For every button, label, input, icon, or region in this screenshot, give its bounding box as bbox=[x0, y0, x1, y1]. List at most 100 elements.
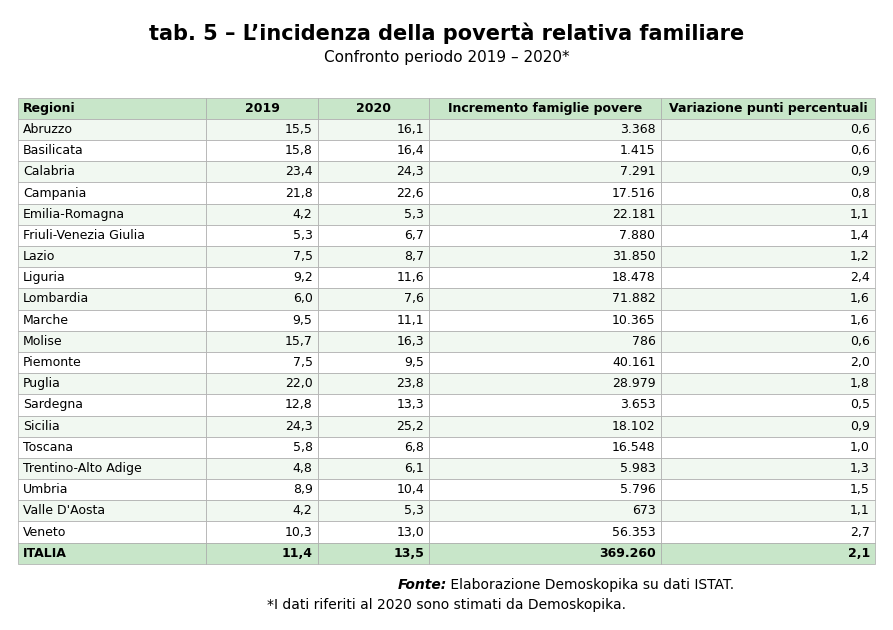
Text: 1,8: 1,8 bbox=[850, 377, 870, 390]
Text: 3.653: 3.653 bbox=[620, 398, 655, 411]
Text: 4,8: 4,8 bbox=[293, 462, 313, 475]
Text: 12,8: 12,8 bbox=[285, 398, 313, 411]
Text: Sicilia: Sicilia bbox=[23, 420, 60, 433]
Text: 1.415: 1.415 bbox=[620, 144, 655, 157]
Text: 0,6: 0,6 bbox=[850, 335, 870, 348]
Text: 2020: 2020 bbox=[356, 102, 391, 115]
Text: 13,5: 13,5 bbox=[393, 547, 424, 559]
Text: 16,1: 16,1 bbox=[396, 123, 424, 136]
Text: Valle D'Aosta: Valle D'Aosta bbox=[23, 505, 105, 517]
Text: Lazio: Lazio bbox=[23, 250, 55, 263]
Text: 10,4: 10,4 bbox=[396, 483, 424, 496]
Text: ITALIA: ITALIA bbox=[23, 547, 67, 559]
Text: Elaborazione Demoskopika su dati ISTAT.: Elaborazione Demoskopika su dati ISTAT. bbox=[446, 578, 735, 592]
Text: 2,1: 2,1 bbox=[847, 547, 870, 559]
Text: 1,1: 1,1 bbox=[850, 505, 870, 517]
Text: 1,6: 1,6 bbox=[850, 292, 870, 306]
Text: 0,8: 0,8 bbox=[850, 186, 870, 200]
Text: 7.291: 7.291 bbox=[620, 165, 655, 178]
Text: Piemonte: Piemonte bbox=[23, 356, 82, 369]
Text: 15,5: 15,5 bbox=[285, 123, 313, 136]
Text: 10.365: 10.365 bbox=[612, 314, 655, 326]
Text: 1,6: 1,6 bbox=[850, 314, 870, 326]
Text: 13,3: 13,3 bbox=[396, 398, 424, 411]
Text: 8,7: 8,7 bbox=[404, 250, 424, 263]
Text: 0,6: 0,6 bbox=[850, 144, 870, 157]
Text: 1,5: 1,5 bbox=[850, 483, 870, 496]
Text: 0,9: 0,9 bbox=[850, 165, 870, 178]
Text: Veneto: Veneto bbox=[23, 525, 67, 539]
Text: 786: 786 bbox=[631, 335, 655, 348]
Text: 2,7: 2,7 bbox=[850, 525, 870, 539]
Text: 6,1: 6,1 bbox=[405, 462, 424, 475]
Text: 0,5: 0,5 bbox=[850, 398, 870, 411]
Text: 5,8: 5,8 bbox=[293, 441, 313, 454]
Text: Liguria: Liguria bbox=[23, 272, 66, 284]
Text: 31.850: 31.850 bbox=[612, 250, 655, 263]
Text: 9,5: 9,5 bbox=[293, 314, 313, 326]
Text: 10,3: 10,3 bbox=[285, 525, 313, 539]
Text: 16,3: 16,3 bbox=[396, 335, 424, 348]
Text: 4,2: 4,2 bbox=[293, 208, 313, 220]
Text: 15,8: 15,8 bbox=[285, 144, 313, 157]
Text: 7,6: 7,6 bbox=[405, 292, 424, 306]
Text: 5.796: 5.796 bbox=[620, 483, 655, 496]
Text: 56.353: 56.353 bbox=[612, 525, 655, 539]
Text: 22,6: 22,6 bbox=[396, 186, 424, 200]
Text: 2019: 2019 bbox=[245, 102, 280, 115]
Text: Abruzzo: Abruzzo bbox=[23, 123, 73, 136]
Text: 2,4: 2,4 bbox=[850, 272, 870, 284]
Text: 673: 673 bbox=[631, 505, 655, 517]
Text: 11,6: 11,6 bbox=[396, 272, 424, 284]
Text: 1,4: 1,4 bbox=[850, 229, 870, 242]
Text: Confronto periodo 2019 – 2020*: Confronto periodo 2019 – 2020* bbox=[323, 50, 570, 66]
Text: 22.181: 22.181 bbox=[612, 208, 655, 220]
Text: 7,5: 7,5 bbox=[293, 356, 313, 369]
Text: 17.516: 17.516 bbox=[612, 186, 655, 200]
Text: Campania: Campania bbox=[23, 186, 87, 200]
Text: 5,3: 5,3 bbox=[405, 505, 424, 517]
Text: Friuli-Venezia Giulia: Friuli-Venezia Giulia bbox=[23, 229, 146, 242]
Text: 1,3: 1,3 bbox=[850, 462, 870, 475]
Text: 23,8: 23,8 bbox=[396, 377, 424, 390]
Text: 25,2: 25,2 bbox=[396, 420, 424, 433]
Text: Umbria: Umbria bbox=[23, 483, 69, 496]
Text: 22,0: 22,0 bbox=[285, 377, 313, 390]
Text: 13,0: 13,0 bbox=[396, 525, 424, 539]
Text: 4,2: 4,2 bbox=[293, 505, 313, 517]
Text: 1,2: 1,2 bbox=[850, 250, 870, 263]
Text: 11,1: 11,1 bbox=[396, 314, 424, 326]
Text: 16,4: 16,4 bbox=[396, 144, 424, 157]
Text: 8,9: 8,9 bbox=[293, 483, 313, 496]
Text: Variazione punti percentuali: Variazione punti percentuali bbox=[669, 102, 867, 115]
Text: Trentino-Alto Adige: Trentino-Alto Adige bbox=[23, 462, 142, 475]
Text: 24,3: 24,3 bbox=[285, 420, 313, 433]
Text: 24,3: 24,3 bbox=[396, 165, 424, 178]
Text: Puglia: Puglia bbox=[23, 377, 61, 390]
Text: 18.478: 18.478 bbox=[612, 272, 655, 284]
Text: 0,9: 0,9 bbox=[850, 420, 870, 433]
Text: 1,0: 1,0 bbox=[850, 441, 870, 454]
Text: 21,8: 21,8 bbox=[285, 186, 313, 200]
Text: 18.102: 18.102 bbox=[612, 420, 655, 433]
Text: 369.260: 369.260 bbox=[598, 547, 655, 559]
Text: *I dati riferiti al 2020 sono stimati da Demoskopika.: *I dati riferiti al 2020 sono stimati da… bbox=[267, 598, 626, 612]
Text: Marche: Marche bbox=[23, 314, 70, 326]
Text: 5.983: 5.983 bbox=[620, 462, 655, 475]
Text: 6,8: 6,8 bbox=[405, 441, 424, 454]
Text: Fonte:: Fonte: bbox=[397, 578, 446, 592]
Text: 0,6: 0,6 bbox=[850, 123, 870, 136]
Text: 7,5: 7,5 bbox=[293, 250, 313, 263]
Text: 2,0: 2,0 bbox=[850, 356, 870, 369]
Text: Toscana: Toscana bbox=[23, 441, 73, 454]
Text: 15,7: 15,7 bbox=[285, 335, 313, 348]
Text: 9,2: 9,2 bbox=[293, 272, 313, 284]
Text: 7.880: 7.880 bbox=[620, 229, 655, 242]
Text: Molise: Molise bbox=[23, 335, 63, 348]
Text: 6,0: 6,0 bbox=[293, 292, 313, 306]
Text: 40.161: 40.161 bbox=[612, 356, 655, 369]
Text: 23,4: 23,4 bbox=[285, 165, 313, 178]
Text: 11,4: 11,4 bbox=[281, 547, 313, 559]
Text: Basilicata: Basilicata bbox=[23, 144, 84, 157]
Text: Regioni: Regioni bbox=[23, 102, 76, 115]
